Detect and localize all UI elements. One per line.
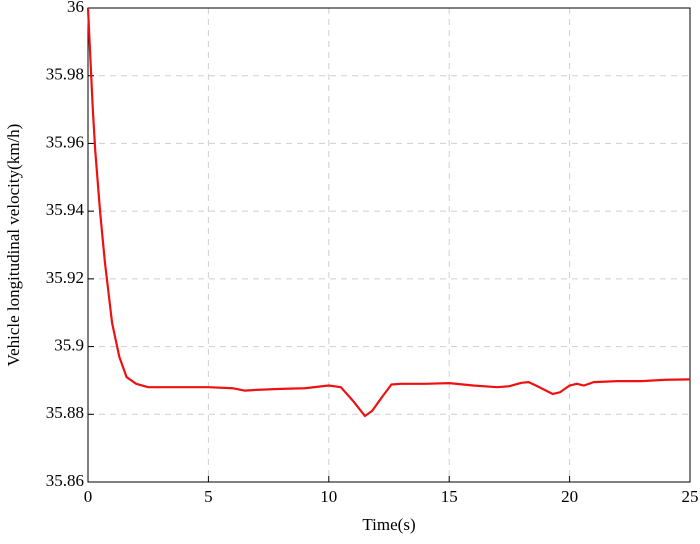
- y-tick-label: 35.98: [46, 65, 84, 84]
- x-tick-label: 0: [84, 487, 93, 506]
- x-tick-label: 15: [441, 487, 458, 506]
- y-tick-label: 36: [67, 0, 84, 16]
- y-tick-label: 35.94: [46, 200, 85, 219]
- data-line: [86, 7, 691, 418]
- y-tick-label: 35.88: [46, 403, 84, 422]
- x-tick-label: 10: [320, 487, 337, 506]
- y-tick-label: 35.9: [54, 335, 84, 354]
- x-tick-label: 20: [561, 487, 578, 506]
- y-tick-label: 35.96: [46, 132, 84, 151]
- x-axis-label: Time(s): [362, 515, 415, 534]
- x-tick-label: 5: [204, 487, 213, 506]
- x-tick-label: 25: [682, 487, 699, 506]
- y-tick-label: 35.86: [46, 471, 84, 490]
- plot-frame: [87, 7, 691, 483]
- y-tick-label: 35.92: [46, 268, 84, 287]
- y-axis-label: Vehicle longitudinal velocity(km/h): [4, 124, 23, 367]
